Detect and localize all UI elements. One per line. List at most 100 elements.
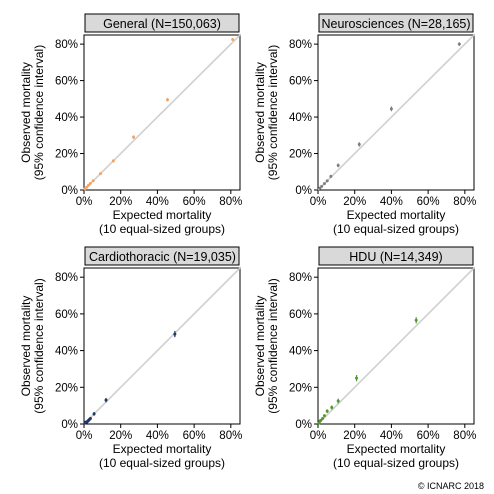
- data-point: [91, 179, 95, 183]
- x-tick-label: 60%: [417, 430, 440, 442]
- x-tick-label: 80%: [219, 196, 242, 208]
- y-axis-label: Observed mortality: [253, 296, 267, 397]
- y-axis-label-sub: (95% confidence interval): [32, 45, 46, 180]
- x-tick-label: 80%: [453, 196, 476, 208]
- data-point: [132, 135, 136, 139]
- y-axis-label-sub: (95% confidence interval): [266, 278, 280, 413]
- x-axis-label-sub: (10 equal-sized groups): [99, 222, 225, 236]
- chart-panel-4: HDU (N=14,349) 0%0% 20% 20% 40% 40% 60% 60% 80% 8…: [253, 246, 476, 470]
- panel-title: Neurosciences (N=28,165): [321, 17, 470, 31]
- x-tick-label: 0%: [76, 430, 93, 442]
- x-axis-label: Expected mortality: [347, 442, 446, 456]
- y-tick-label: 20%: [55, 149, 78, 161]
- y-tick-label: 0%: [61, 185, 78, 197]
- y-tick-label: 80%: [55, 39, 78, 51]
- data-point: [104, 398, 108, 402]
- x-axis-label: Expected mortality: [113, 208, 212, 222]
- data-point: [99, 172, 103, 176]
- x-tick-label: 20%: [343, 430, 366, 442]
- reference-line: [317, 267, 475, 425]
- data-point: [173, 332, 177, 336]
- copyright-notice: © ICNARC 2018: [417, 481, 484, 491]
- panel-title: General (N=150,063): [103, 17, 221, 31]
- data-point: [318, 186, 322, 190]
- x-tick-label: 60%: [183, 430, 206, 442]
- chart-panel-1: General (N=150,063) 0%0% 20% 20% 40% 40% 60% 60…: [19, 13, 242, 236]
- data-point: [325, 179, 329, 183]
- data-point: [166, 98, 170, 102]
- data-point: [329, 174, 333, 178]
- y-tick-label: 80%: [289, 39, 312, 51]
- data-point: [330, 405, 334, 409]
- x-tick-label: 40%: [380, 196, 403, 208]
- data-point: [357, 142, 361, 146]
- reference-line: [83, 34, 241, 191]
- x-tick-label: 40%: [380, 430, 403, 442]
- y-tick-label: 40%: [289, 112, 312, 124]
- y-tick-label: 80%: [289, 272, 312, 284]
- data-point: [319, 418, 323, 422]
- x-tick-label: 0%: [310, 430, 327, 442]
- data-point: [85, 185, 89, 189]
- y-tick-label: 20%: [289, 382, 312, 394]
- data-point: [83, 187, 87, 191]
- data-point: [336, 399, 340, 403]
- data-point: [322, 182, 326, 186]
- y-axis-label: Observed mortality: [19, 296, 33, 397]
- y-axis-label-sub: (95% confidence interval): [266, 45, 280, 180]
- x-tick-label: 60%: [183, 196, 206, 208]
- x-axis-label-sub: (10 equal-sized groups): [333, 222, 459, 236]
- x-tick-label: 40%: [146, 196, 169, 208]
- y-tick-label: 60%: [289, 309, 312, 321]
- x-axis-label: Expected mortality: [113, 442, 212, 456]
- data-point: [320, 184, 324, 188]
- y-tick-label: 40%: [55, 346, 78, 358]
- data-point: [355, 376, 359, 380]
- data-point: [414, 318, 418, 322]
- x-axis-label-sub: (10 equal-sized groups): [99, 456, 225, 470]
- panel-title: Cardiothoracic (N=19,035): [89, 250, 236, 264]
- data-point: [457, 42, 461, 46]
- y-tick-label: 0%: [295, 419, 312, 431]
- y-tick-label: 60%: [55, 309, 78, 321]
- x-tick-label: 0%: [310, 196, 327, 208]
- data-point: [92, 412, 96, 416]
- reference-line: [83, 267, 241, 425]
- panel-title-box: [318, 13, 474, 33]
- y-tick-label: 60%: [289, 76, 312, 88]
- x-axis-label: Expected mortality: [347, 208, 446, 222]
- data-point: [322, 414, 326, 418]
- x-tick-label: 40%: [146, 430, 169, 442]
- y-tick-label: 20%: [289, 149, 312, 161]
- y-tick-label: 80%: [55, 272, 78, 284]
- y-axis-label: Observed mortality: [19, 62, 33, 163]
- panel-title-box: [318, 246, 474, 266]
- y-tick-label: 20%: [55, 382, 78, 394]
- panel-title-box: [84, 13, 240, 33]
- reference-line: [317, 34, 475, 191]
- chart-panel-2: Neurosciences (N=28,165) 0%0% 20% 20% 40% 40%…: [253, 13, 476, 236]
- y-tick-label: 0%: [61, 419, 78, 431]
- x-tick-label: 20%: [343, 196, 366, 208]
- y-tick-label: 40%: [55, 112, 78, 124]
- y-tick-label: 0%: [295, 185, 312, 197]
- data-point: [389, 107, 393, 111]
- data-point: [321, 416, 325, 420]
- y-tick-label: 60%: [55, 76, 78, 88]
- panel-title: HDU (N=14,349): [349, 250, 442, 264]
- data-point: [111, 159, 115, 163]
- y-axis-label-sub: (95% confidence interval): [32, 278, 46, 413]
- y-axis-label: Observed mortality: [253, 62, 267, 163]
- data-point: [325, 409, 329, 413]
- y-tick-label: 40%: [289, 346, 312, 358]
- data-point: [87, 183, 91, 187]
- x-tick-label: 80%: [219, 430, 242, 442]
- panel-title-box: [84, 246, 240, 266]
- x-tick-label: 60%: [417, 196, 440, 208]
- chart-panel-3: Cardiothoracic (N=19,035) 0%0% 20% 20% 40% 40…: [19, 246, 242, 470]
- x-tick-label: 0%: [76, 196, 93, 208]
- data-point: [231, 38, 235, 42]
- data-point: [88, 181, 92, 185]
